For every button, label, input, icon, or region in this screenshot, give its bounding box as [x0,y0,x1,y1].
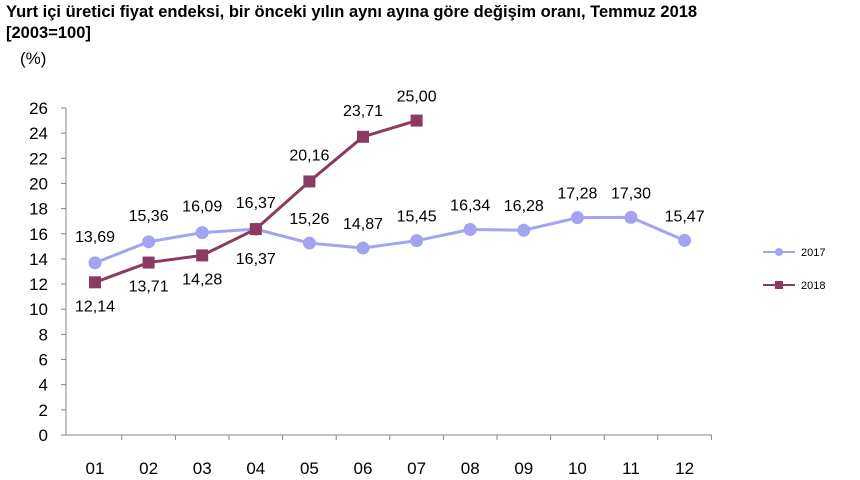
data-label-2018: 12,14 [75,298,115,315]
data-point-2017 [356,241,370,255]
data-point-2017 [302,236,316,250]
chart-title-line1: Yurt içi üretici fiyat endeksi, bir önce… [6,3,698,21]
y-tick-label: 2 [39,401,48,420]
x-tick-label: 03 [193,459,212,478]
x-tick-label: 12 [675,459,694,478]
y-tick-label: 14 [29,250,48,269]
y-tick-label: 8 [39,325,48,344]
legend-marker-2017 [775,248,783,256]
legend-marker-2018 [775,281,783,289]
data-label-2018: 13,71 [129,279,169,296]
data-label-2018: 16,37 [236,251,276,268]
data-point-2018 [249,223,262,236]
data-label-2017: 15,26 [289,211,329,228]
legend-label-2017: 2017 [801,247,825,259]
data-point-2017 [195,226,209,240]
data-label-2017: 17,28 [557,186,597,203]
series-line-2017 [94,215,686,265]
data-point-2017 [624,210,638,224]
data-point-2017 [517,223,531,237]
chart-title: Yurt içi üretici fiyat endeksi, bir önce… [6,2,856,44]
data-label-2017: 13,69 [75,229,115,246]
x-tick-label: 05 [300,459,319,478]
y-tick-label: 16 [29,225,48,244]
x-tick-label: 08 [461,459,480,478]
legend-item-2018: 2018 [763,280,825,292]
data-point-2018 [142,256,155,269]
data-point-2018 [196,249,209,262]
data-point-2017 [410,234,424,248]
data-label-2017: 15,47 [665,208,705,225]
y-tick-label: 0 [39,426,48,445]
legend: 2017 2018 [763,247,825,292]
x-tick-label: 06 [354,459,373,478]
chart-title-line2: [2003=100] [6,24,91,42]
data-label-2017: 14,87 [343,216,383,233]
data-label-2017: 17,30 [611,185,651,202]
data-point-2017 [142,235,156,249]
data-point-2017 [463,222,477,236]
x-tick-label: 01 [86,459,105,478]
y-tick-label: 26 [29,99,48,118]
y-tick-label: 20 [29,174,48,193]
legend-item-2017: 2017 [763,247,825,259]
data-label-2018: 14,28 [182,271,222,288]
y-tick-label: 10 [29,300,48,319]
data-label-2017: 16,34 [450,197,490,214]
data-label-2018: 25,00 [397,89,437,106]
x-tick-label: 07 [407,459,426,478]
series-lines [88,114,692,289]
data-point-2017 [678,233,692,247]
data-labels: 13,69 15,36 16,09 16,37 15,26 14,87 15,45 16,34… [75,89,705,316]
x-tick-label: 04 [246,459,265,478]
y-unit-label: (%) [20,49,46,68]
y-tick-label: 18 [29,200,48,219]
data-label-2017: 15,36 [129,208,169,225]
data-point-2018 [410,114,423,127]
series-2017 [88,210,692,270]
data-label-2018: 23,71 [343,103,383,120]
x-tick-label: 09 [514,459,533,478]
data-label-2017: 16,09 [182,199,222,216]
data-label-2018: 20,16 [289,147,329,164]
data-label-2017: 16,37 [236,195,276,212]
y-tick-label: 22 [29,149,48,168]
x-tick-label: 11 [622,459,640,478]
legend-label-2018: 2018 [801,280,825,292]
data-point-2018 [303,175,316,188]
data-point-2017 [88,256,102,270]
y-tick-label: 24 [29,124,48,143]
data-point-2018 [89,276,101,289]
y-tick-label: 6 [39,351,48,370]
data-label-2017: 15,45 [397,209,437,226]
x-tick-label: 02 [139,459,158,478]
data-point-2017 [570,211,584,225]
data-point-2018 [357,130,369,143]
data-label-2017: 16,28 [504,198,544,215]
series-2018 [89,114,423,289]
x-tick-label: 10 [568,459,587,478]
y-tick-label: 12 [29,275,48,294]
y-tick-label: 4 [39,376,48,395]
